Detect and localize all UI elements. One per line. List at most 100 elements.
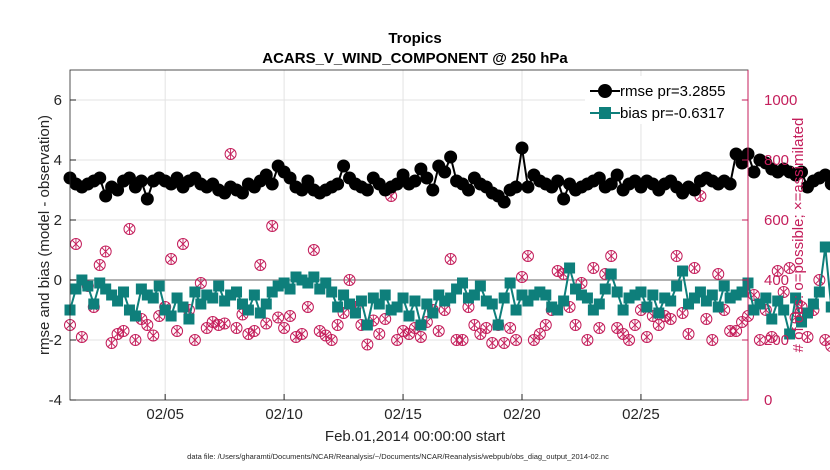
obs-possible-circle [414,331,427,343]
obs-assimilated-cross [321,330,331,341]
obs-possible-circle [194,277,207,289]
obs-assimilated-cross [773,266,783,276]
obs-possible-circle [801,331,814,343]
bias-point-103 [677,265,689,277]
bias-point-105 [688,292,700,304]
bias-point-12 [135,283,147,295]
obs-assimilated-cross [458,335,467,345]
bias-point-111 [724,292,736,304]
obs-marker-19 [177,238,189,250]
obs-possible-circle [391,334,404,346]
bias-point-13 [141,289,153,301]
obs-possible-circle [301,301,314,313]
bias-point-8 [112,295,124,307]
obs-assimilated-cross [327,335,337,345]
rmse-point-12 [134,174,148,188]
obs-marker-40 [301,301,314,313]
y-right-tick-label: 1000 [764,92,797,109]
obs-possible-circle [230,322,243,334]
bias-point-118 [766,313,778,325]
y-tick-label: 2 [54,212,62,229]
rmse-point-127 [818,168,830,182]
y-right-tick-label: 400 [764,272,789,289]
bias-point-56 [397,292,409,304]
bias-point-29 [236,298,248,310]
bias-point-61 [427,307,439,319]
obs-possible-circle [165,253,178,265]
obs-marker-101 [664,313,677,325]
bias-point-36 [278,277,290,289]
obs-marker-59 [414,331,427,343]
bias-point-30 [242,304,254,316]
obs-assimilated-cross [297,329,307,339]
bias-point-69 [474,280,486,292]
x-axis: 02/05 02/10 02/15 02/20 02/25 [146,394,660,423]
obs-marker-50 [361,338,374,351]
rmse-point-123 [795,165,809,179]
obs-assimilated-cross [392,335,402,345]
rmse-point-111 [723,177,737,191]
y-tick-label: 6 [54,92,62,109]
obs-possible-circle [117,325,130,337]
bias-point-78 [528,289,540,301]
bias-point-57 [403,310,415,322]
bias-point-33 [260,298,272,310]
obs-marker-120 [777,286,790,298]
obs-assimilated-cross [440,305,450,315]
obs-assimilated-cross [172,326,182,336]
obs-possible-circle [295,328,308,340]
obs-possible-circle [105,337,118,349]
bias-point-70 [480,295,492,307]
obs-marker-31 [248,325,261,337]
bias-point-53 [379,289,391,301]
obs-marker-85 [569,319,582,331]
obs-marker-52 [373,328,386,340]
obs-possible-circle [563,301,576,313]
bias-point-5 [94,277,106,289]
bias-point-11 [129,310,141,322]
obs-possible-circle [93,259,106,271]
obs-marker-108 [706,334,719,346]
x-axis-label: Feb.01,2014 00:00:00 start [325,428,506,445]
bias-point-80 [540,289,552,301]
obs-assimilated-cross [285,311,295,321]
obs-marker-2 [75,331,88,343]
obs-marker-124 [801,331,814,343]
obs-marker-127 [819,334,830,346]
obs-possible-circle [640,331,653,343]
obs-assimilated-cross [131,335,140,345]
obs-possible-circle [629,319,641,331]
obs-possible-circle [777,286,790,298]
bias-point-77 [522,295,534,307]
obs-marker-34 [266,220,279,232]
obs-marker-126 [813,274,826,286]
bias-point-63 [439,295,451,307]
obs-marker-102 [670,250,683,262]
bias-point-31 [248,289,260,301]
bias-point-64 [445,292,457,304]
bias-point-48 [349,307,361,319]
bias-point-96 [635,286,647,298]
bias-point-24 [207,292,219,304]
obs-marker-21 [188,334,201,346]
obs-assimilated-cross [125,224,134,234]
obs-assimilated-cross [826,341,830,351]
y-right-tick-label: 800 [764,152,789,169]
bias-point-86 [575,289,587,301]
bias-point-79 [534,286,546,298]
obs-marker-37 [284,310,297,322]
obs-possible-circle [676,307,689,319]
obs-marker-28 [230,322,243,334]
bias-point-81 [546,301,558,313]
obs-possible-circle [278,322,291,334]
obs-possible-circle [69,238,82,250]
obs-assimilated-cross [785,263,794,273]
obs-possible-circle [373,328,386,340]
obs-possible-circle [177,238,189,250]
bias-point-122 [790,292,802,304]
obs-assimilated-cross [303,302,313,312]
obs-possible-circle [325,334,338,346]
obs-assimilated-cross [767,332,777,342]
x-tick-label: 02/10 [265,406,303,423]
obs-possible-circle [486,337,499,349]
